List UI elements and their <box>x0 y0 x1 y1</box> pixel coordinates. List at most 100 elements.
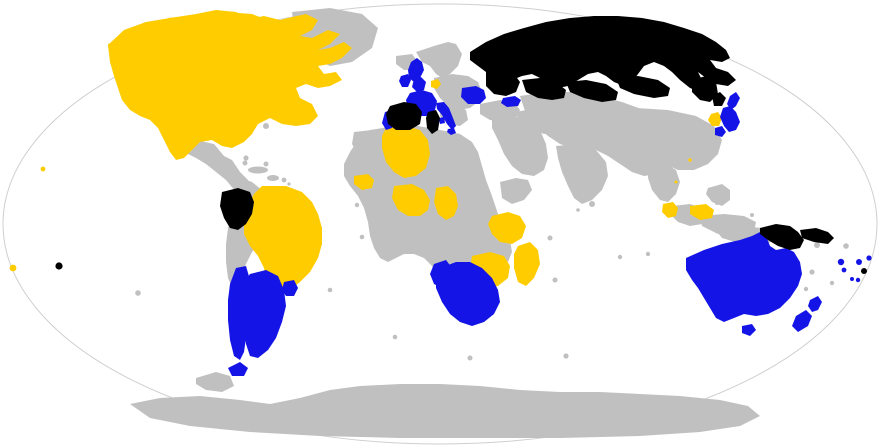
region-japan-kyushu <box>715 126 726 137</box>
region-ireland <box>399 74 411 87</box>
region-new-britain <box>800 228 834 244</box>
region-vanuatu <box>841 267 847 273</box>
region-cameroon <box>434 186 458 220</box>
region-italy <box>436 102 456 130</box>
island-dot-micronesia <box>750 213 754 217</box>
region-spain <box>386 102 422 130</box>
region-russia-far-east-south <box>616 76 670 98</box>
region-south-korea <box>708 112 722 126</box>
region-tunisia <box>426 110 440 134</box>
region-pacific-blue-dot <box>866 255 872 261</box>
region-antarctic-peninsula <box>196 372 234 392</box>
region-colombia <box>220 188 254 230</box>
island-dot-atlantic-4 <box>327 287 333 293</box>
island-dot-pacific-west <box>135 290 141 296</box>
region-namibia <box>430 260 452 288</box>
region-ghana-nigeria <box>392 184 430 216</box>
island-dot-pacific-3 <box>809 269 815 275</box>
region-uruguay <box>282 280 298 296</box>
region-sri-lanka <box>589 201 595 207</box>
region-hispaniola <box>267 175 279 181</box>
region-samoa <box>856 259 862 265</box>
region-lesser-antilles-1 <box>287 182 291 186</box>
region-taiwan-area-dot <box>688 158 692 162</box>
region-uganda-kenya <box>488 212 526 244</box>
region-se-asia-yellow-dot <box>674 180 678 184</box>
island-dot-indian-south <box>467 355 473 361</box>
region-south-africa <box>436 262 500 326</box>
region-philippines <box>706 184 730 206</box>
region-puerto-rico <box>281 177 287 183</box>
region-argentina <box>242 270 286 358</box>
island-dot-atlantic-1 <box>243 155 249 161</box>
island-dot-cape-verde <box>349 169 355 175</box>
region-horn-of-africa <box>500 178 532 204</box>
island-dot-atlantic-2 <box>263 123 269 129</box>
region-japan-honshu <box>720 106 740 132</box>
grey-landmasses <box>130 8 849 438</box>
region-tasmania <box>742 324 756 336</box>
region-papua-new-guinea <box>760 224 804 250</box>
region-pacific-blue-dot-2 <box>855 277 861 283</box>
region-russia <box>470 16 736 92</box>
region-india <box>556 144 608 204</box>
region-brunei <box>703 206 709 212</box>
region-australia <box>686 232 802 322</box>
region-senegal <box>354 174 374 190</box>
region-bermuda-area <box>263 161 269 167</box>
region-sardinia <box>439 117 445 124</box>
island-dot-indian-south-2 <box>563 353 569 359</box>
region-tonga <box>861 268 867 274</box>
region-uk-england <box>412 77 426 92</box>
region-arctic-islands-2 <box>244 16 286 34</box>
region-sicily <box>447 128 456 135</box>
island-dot-mauritius <box>552 277 558 283</box>
region-brazil <box>244 186 322 294</box>
region-malaysia-sarawak <box>690 204 714 220</box>
region-japan-hokkaido <box>727 92 740 110</box>
island-dot-sao-tome <box>354 202 360 208</box>
island-dot-atlantic-3 <box>396 240 400 244</box>
region-morocco <box>352 130 378 158</box>
region-madagascar <box>514 242 540 286</box>
island-dot-maldives <box>576 208 580 212</box>
region-canada-usa <box>108 12 352 160</box>
region-new-zealand-north <box>808 296 822 312</box>
region-malaysia-peninsular <box>662 202 678 218</box>
region-russia-siberia-south <box>566 80 618 102</box>
island-dot-palau <box>715 201 719 205</box>
region-scandinavia <box>416 42 462 78</box>
island-dot-st-helena <box>359 234 365 240</box>
region-georgia <box>501 96 521 107</box>
island-dot-pacific-4 <box>829 280 835 286</box>
blue-countries <box>228 58 872 376</box>
region-cuba <box>248 166 268 174</box>
region-arabia <box>492 116 548 176</box>
region-alaska <box>108 38 146 68</box>
region-new-zealand-south <box>792 310 812 332</box>
region-tierra-del-fuego <box>228 362 248 376</box>
region-indochina <box>648 164 680 202</box>
black-countries <box>55 16 867 274</box>
island-dot-pacific-1 <box>814 242 820 248</box>
region-pacific-yellow-dot <box>40 166 46 172</box>
region-africa-grey <box>344 126 512 300</box>
region-russia-kamchatka <box>692 76 718 102</box>
island-dot-seychelles <box>547 235 553 241</box>
region-french-polynesia <box>9 264 17 272</box>
region-fiji <box>837 258 845 266</box>
island-dot-cocos <box>645 251 651 257</box>
region-china <box>600 108 722 170</box>
region-bahamas <box>242 160 248 166</box>
region-mexico <box>176 140 252 196</box>
region-united-kingdom <box>408 58 424 82</box>
island-dot-south-atlantic <box>392 334 398 340</box>
region-denmark <box>431 79 441 89</box>
region-algeria <box>382 126 430 178</box>
region-pacific-black-dot <box>55 262 63 270</box>
region-chile <box>228 266 250 360</box>
region-antarctica <box>130 384 760 438</box>
region-sakhalin <box>712 92 726 106</box>
